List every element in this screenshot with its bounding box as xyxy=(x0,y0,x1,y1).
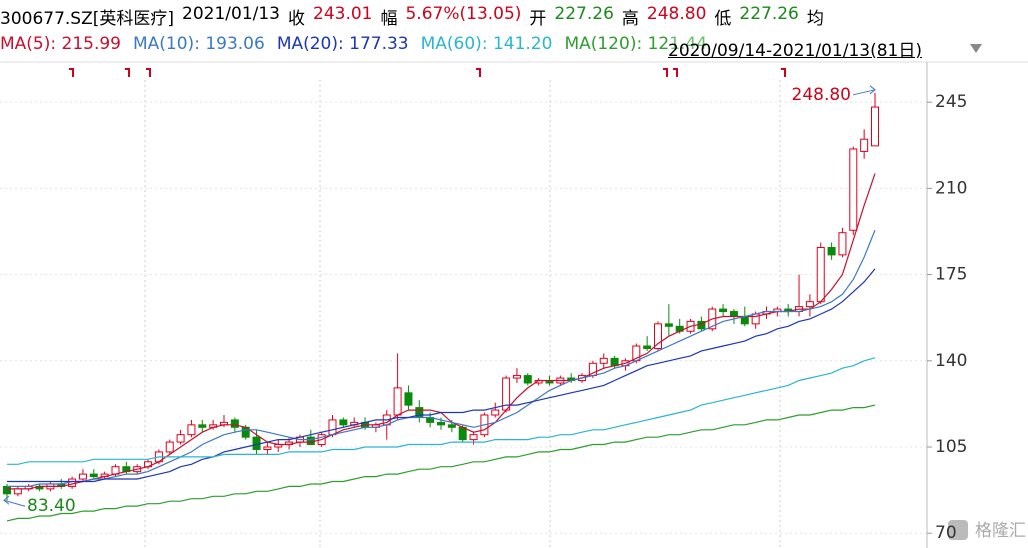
ma-line xyxy=(7,268,876,483)
legend-entry: MA(60): 141.20 xyxy=(420,34,553,54)
low-arrow xyxy=(3,495,26,507)
quote-field: 低 xyxy=(714,9,732,29)
ma-line xyxy=(6,404,876,522)
watermark-logo xyxy=(948,520,968,540)
candle-body xyxy=(849,148,858,231)
candle-body xyxy=(729,311,738,317)
candle-body xyxy=(512,375,521,379)
dropdown-arrow[interactable] xyxy=(970,44,982,53)
candle-body xyxy=(664,323,673,327)
quote-field: 开 xyxy=(529,9,547,29)
candle-body xyxy=(816,246,825,303)
candle-body xyxy=(860,138,869,152)
ma-line xyxy=(7,173,876,490)
candle-body xyxy=(827,246,836,256)
candle-body xyxy=(393,387,402,416)
candle-body xyxy=(3,485,11,495)
legend-entry: MA(10): 193.06 xyxy=(133,34,265,54)
low-label: 83.40 xyxy=(27,496,76,516)
event-marker xyxy=(69,68,74,77)
candle-body xyxy=(306,436,315,446)
y-tick-label: 105 xyxy=(935,437,967,457)
candle-body xyxy=(458,426,467,441)
candle-body xyxy=(187,424,196,436)
candle-body xyxy=(447,424,456,428)
candle-body xyxy=(328,419,337,436)
candle-body xyxy=(719,308,728,313)
candle-body xyxy=(165,441,174,453)
candle-body xyxy=(78,473,87,480)
candle-body xyxy=(13,488,22,495)
quote-header: 300677.SZ[英科医疗] 2021/01/13 收 243.01 幅 5.67%(1… xyxy=(0,4,824,30)
candle-body xyxy=(198,424,207,428)
candle-body xyxy=(838,232,847,256)
candle-body xyxy=(230,419,239,428)
quote-field: 2021/01/13 xyxy=(182,4,280,24)
candle-body xyxy=(491,409,500,416)
quote-field: 均 xyxy=(806,9,824,29)
candles xyxy=(3,92,879,501)
quote-field: 227.26 xyxy=(554,4,614,24)
quote-field: 高 xyxy=(621,9,639,29)
y-tick-label: 210 xyxy=(935,178,967,198)
legend-entry: MA(5): 215.99 xyxy=(0,34,121,54)
event-marker xyxy=(663,68,668,77)
high-arrow xyxy=(852,85,876,96)
event-marker xyxy=(673,68,678,77)
quote-field: 248.80 xyxy=(646,4,707,24)
candle-body xyxy=(523,375,532,384)
candle-body xyxy=(263,446,272,450)
ma-line xyxy=(7,229,876,487)
y-tick-label: 245 xyxy=(935,92,967,112)
candle-body xyxy=(805,301,814,308)
candle-body xyxy=(437,421,445,426)
legend-entry: MA(120): 121.44 xyxy=(564,34,708,54)
watermark: 格隆汇 xyxy=(975,521,1026,541)
period-separators xyxy=(144,80,781,548)
quote-field: 243.01 xyxy=(313,4,373,24)
candle-body xyxy=(643,345,652,349)
quote-field: 5.67%(13.05) xyxy=(405,4,522,24)
ma-legend: MA(5): 215.99 MA(10): 193.06 MA(20): 177.3… xyxy=(0,34,707,60)
candle-body xyxy=(404,392,413,406)
ma-line xyxy=(7,357,876,465)
candle-body xyxy=(599,357,608,364)
event-marker xyxy=(125,68,130,77)
y-tick-label: 140 xyxy=(935,351,967,371)
quote-field: 幅 xyxy=(380,9,398,29)
candle-body xyxy=(89,473,98,478)
candle-body xyxy=(68,478,77,487)
candle-body xyxy=(469,434,478,441)
candle-body xyxy=(654,323,662,349)
candle-body xyxy=(176,434,185,443)
y-tick-label: 70 xyxy=(935,523,957,543)
candle-body xyxy=(339,419,348,426)
event-marker xyxy=(476,68,481,77)
high-label: 248.80 xyxy=(792,85,851,105)
period-range[interactable]: 2020/09/14-2021/01/13(81日) xyxy=(668,36,922,61)
candle-body xyxy=(871,106,879,147)
legend-entry: MA(20): 177.33 xyxy=(276,34,409,54)
quote-field: 300677.SZ[英科医疗] xyxy=(0,9,175,29)
event-marker xyxy=(781,68,786,77)
y-tick-label: 175 xyxy=(935,265,967,285)
candle-body xyxy=(252,436,261,450)
quote-field: 收 xyxy=(288,9,305,29)
event-marker xyxy=(146,68,151,77)
event-markers xyxy=(69,68,786,77)
quote-field: 227.26 xyxy=(739,4,799,24)
